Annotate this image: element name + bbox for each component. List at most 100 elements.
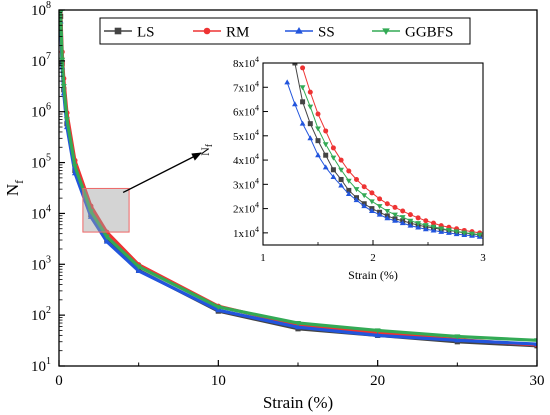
main-y-axis-title-base: N <box>3 184 22 196</box>
inset-y-tick-label-base: 4x10 <box>233 155 256 167</box>
legend-label-ggbfs: GGBFS <box>405 25 453 41</box>
inset-data-point-ggbfs <box>438 226 445 232</box>
inset-y-tick-label-exponent: 4 <box>255 55 259 64</box>
inset-data-point-rm <box>400 208 406 214</box>
inset-y-tick-label: 2x104 <box>233 201 259 216</box>
inset-data-point-ggbfs <box>299 85 306 91</box>
inset-data-point-ggbfs <box>361 193 368 199</box>
main-y-tick-label-base: 10 <box>31 359 46 375</box>
zoom-region-box <box>82 187 130 233</box>
inset-data-point-ss <box>322 164 329 170</box>
inset-data-point-ls <box>292 63 298 66</box>
inset-y-tick-label-base: 3x10 <box>233 179 256 191</box>
inset-data-point-ss <box>399 220 406 226</box>
main-x-axis-title: Strain (%) <box>263 393 333 412</box>
main-y-tick-label-exponent: 7 <box>46 51 51 62</box>
inset-data-point-ss <box>430 227 437 233</box>
inset-data-point-ls <box>338 176 344 182</box>
main-y-axis-title: Nf <box>3 180 26 196</box>
inset-data-point-ls <box>346 187 352 193</box>
inset-data-point-rm <box>315 111 321 117</box>
inset-data-point-ggbfs <box>338 167 344 173</box>
inset-y-tick-label-exponent: 4 <box>255 79 259 88</box>
main-y-tick-label: 104 <box>31 203 51 222</box>
inset-y-tick-label-base: 6x10 <box>233 107 256 119</box>
main-y-tick-label-base: 10 <box>31 257 46 273</box>
inset-data-point-ss <box>392 217 398 223</box>
inset-data-point-ggbfs <box>476 232 483 238</box>
inset-y-tick-label: 4x104 <box>233 152 259 167</box>
main-y-tick-label: 102 <box>31 305 51 324</box>
inset-y-tick-label: 6x104 <box>233 104 259 119</box>
inset-data-point-ggbfs <box>315 126 321 132</box>
inset-data-point-rm <box>423 218 429 224</box>
main-y-tick-label-base: 10 <box>31 54 46 70</box>
inset-data-point-ggbfs <box>469 231 475 237</box>
main-data-point-ggbfs <box>63 117 70 123</box>
inset-data-point-rm <box>415 215 421 221</box>
legend-marker-ls <box>114 27 122 35</box>
main-y-tick-label: 108 <box>31 0 51 19</box>
inset-data-point-ggbfs <box>353 187 360 193</box>
legend-marker-ggbfs <box>382 28 390 35</box>
inset-y-tick-label-exponent: 4 <box>255 128 259 137</box>
legend-label-ls: LS <box>137 25 155 41</box>
inset-data-point-ls <box>315 138 321 144</box>
inset-data-point-rm <box>369 190 375 196</box>
inset-data-point-ggbfs <box>407 218 414 224</box>
inset-data-point-ss <box>284 79 291 85</box>
main-data-point-ss <box>374 332 381 338</box>
inset-y-tick-label: 3x104 <box>233 176 259 191</box>
inset-y-axis-title-base: N <box>198 147 212 156</box>
inset-data-point-ss <box>338 182 344 188</box>
main-data-point-ggbfs <box>60 83 67 90</box>
inset-data-point-ggbfs <box>415 221 421 227</box>
inset-data-point-ls <box>330 167 336 173</box>
inset-data-point-rm <box>392 204 398 210</box>
inset-data-point-rm <box>384 201 390 207</box>
inset-x-tick-label: 1 <box>260 252 266 264</box>
main-y-tick-label: 101 <box>31 356 51 375</box>
inset-y-tick-label: 7x104 <box>233 79 259 94</box>
inset-data-point-ss <box>315 152 321 158</box>
inset-data-point-ggbfs <box>453 229 460 235</box>
inset-y-tick-label-base: 2x10 <box>233 204 256 216</box>
inset-data-point-ls <box>300 99 306 105</box>
inset-data-point-ss <box>330 174 337 180</box>
inset-data-point-ggbfs <box>376 204 383 210</box>
main-y-tick-label-base: 10 <box>31 206 46 222</box>
inset-y-tick-label-exponent: 4 <box>255 152 259 161</box>
inset-y-tick-label-base: 7x10 <box>233 82 256 94</box>
main-y-tick-label: 103 <box>31 254 51 273</box>
inset-data-point-ss <box>299 120 306 126</box>
inset-data-point-rm <box>323 128 329 134</box>
inset-data-point-ggbfs <box>392 212 398 218</box>
main-data-point-rm <box>58 2 63 7</box>
main-data-point-ggbfs <box>295 320 301 327</box>
main-x-tick-label: 30 <box>530 373 545 389</box>
inset-data-point-ss <box>292 101 298 107</box>
inset-data-point-ss <box>407 222 414 228</box>
inset-y-tick-label-exponent: 4 <box>255 104 259 113</box>
inset-data-point-rm <box>346 168 352 174</box>
inset-data-point-ggbfs <box>430 224 437 230</box>
main-series-group <box>58 2 537 349</box>
inset-data-point-ls <box>307 121 313 127</box>
legend-label-rm: RM <box>226 25 249 41</box>
main-data-point-ggbfs <box>454 334 461 340</box>
inset-y-axis-title-subscript: f <box>204 144 214 147</box>
inset-data-point-ggbfs <box>345 178 352 184</box>
inset-data-point-ggbfs <box>422 223 429 229</box>
main-y-tick-label-exponent: 3 <box>46 254 51 265</box>
inset-data-point-rm <box>330 145 336 151</box>
inset-data-point-ggbfs <box>446 227 452 233</box>
inset-data-point-rm <box>338 157 344 163</box>
main-y-tick-label-base: 10 <box>31 105 46 121</box>
main-y-tick-label: 105 <box>31 153 51 172</box>
inset-data-point-ss <box>345 191 352 197</box>
main-y-tick-label: 106 <box>31 102 51 121</box>
inset-y-tick-label: 1x104 <box>233 225 259 240</box>
main-x-tick-label: 20 <box>370 373 385 389</box>
inset-data-point-rm <box>407 212 413 218</box>
